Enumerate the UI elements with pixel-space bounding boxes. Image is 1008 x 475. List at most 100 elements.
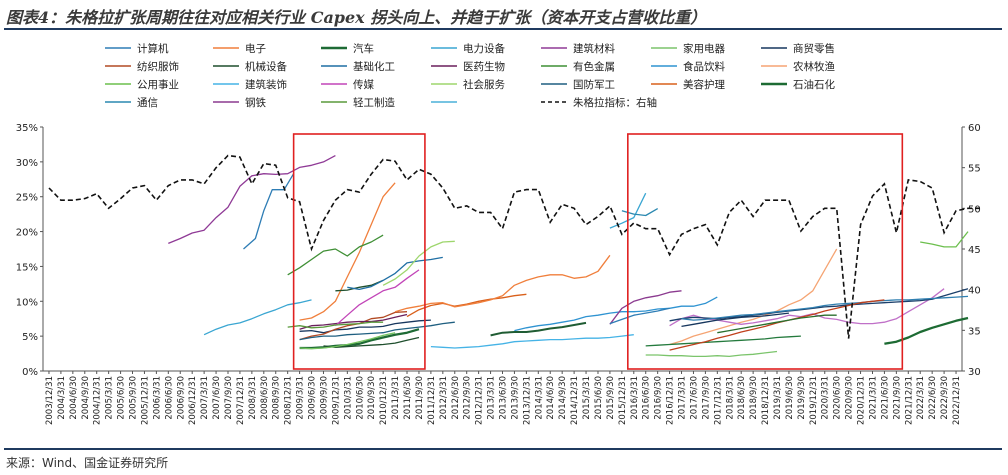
x-tick-label: 2009/12/31 — [331, 376, 341, 425]
legend-label: 电子 — [245, 42, 266, 55]
y-left-tick-label: 35% — [16, 123, 38, 134]
x-tick-label: 2017/12/31 — [713, 376, 723, 425]
series-line-24 — [287, 321, 384, 329]
x-tick-label: 2019/12/31 — [809, 376, 819, 425]
y-left-tick-label: 5% — [22, 332, 38, 343]
legend-label: 医药生物 — [463, 60, 505, 73]
x-tick-label: 2004/12/31 — [93, 376, 103, 425]
x-tick-label: 2007/12/31 — [236, 376, 246, 425]
x-tick-label: 2008/3/31 — [248, 376, 258, 420]
series-line-8 — [299, 311, 408, 341]
y-right-tick-label: 60 — [968, 123, 981, 134]
x-tick-label: 2014/12/31 — [570, 376, 580, 425]
x-tick-label: 2022/12/31 — [952, 376, 962, 425]
series-line-10 — [347, 256, 443, 291]
x-tick-label: 2022/6/30 — [928, 376, 938, 420]
series-line-16 — [430, 334, 634, 349]
legend-label: 传媒 — [353, 78, 374, 91]
x-tick-label: 2006/12/31 — [188, 376, 198, 425]
x-tick-label: 2010/6/30 — [355, 376, 365, 420]
legend-label: 建筑材料 — [573, 42, 615, 55]
x-tick-label: 2020/9/30 — [845, 376, 855, 420]
x-tick-label: 2010/3/31 — [343, 376, 353, 420]
x-tick-label: 2011/9/30 — [415, 376, 425, 420]
legend-label: 钢铁 — [245, 96, 266, 109]
y-left-tick-label: 25% — [16, 193, 38, 204]
footer-rule — [4, 448, 1002, 450]
legend-label: 社会服务 — [463, 78, 505, 91]
series-line-2 — [299, 182, 396, 321]
x-tick-label: 2021/12/31 — [904, 376, 914, 425]
x-tick-label: 2003/12/31 — [45, 376, 55, 425]
series-line-1 — [243, 173, 295, 250]
x-tick-label: 2008/6/30 — [260, 376, 270, 420]
series-line-20 — [406, 293, 527, 318]
highlight-box-1 — [292, 133, 426, 370]
x-tick-label: 2016/12/31 — [666, 376, 676, 425]
x-tick-label: 2018/6/30 — [737, 376, 747, 420]
y-left-tick-label: 15% — [16, 262, 38, 273]
x-tick-label: 2010/12/31 — [379, 376, 389, 425]
series-line-3 — [299, 328, 420, 350]
y-right-tick-label: 30 — [968, 367, 981, 378]
x-tick-label: 2020/6/30 — [833, 376, 843, 420]
series-line-5 — [168, 155, 336, 245]
x-tick-label: 2009/6/30 — [308, 376, 318, 420]
series-line-12 — [287, 234, 384, 276]
series-line-15 — [920, 231, 969, 248]
x-tick-label: 2005/12/31 — [140, 376, 150, 425]
chart-title: 图表4：朱格拉扩张周期往往对应相关行业 Capex 拐头向上、并趋于扩张（资本开… — [6, 8, 707, 27]
legend-label: 食品饮料 — [683, 60, 725, 73]
legend-label: 通信 — [137, 97, 158, 109]
y-right-tick-label: 40 — [968, 286, 981, 297]
x-tick-label: 2016/9/30 — [654, 376, 664, 420]
series-line-34 — [203, 299, 312, 336]
y-right-tick-label: 55 — [968, 164, 981, 175]
x-tick-label: 2008/12/31 — [284, 376, 294, 425]
legend-label: 建筑装饰 — [245, 78, 287, 91]
legend-label: 纺织服饰 — [137, 60, 179, 73]
y-right-tick-label: 45 — [968, 245, 981, 256]
x-tick-label: 2014/6/30 — [546, 376, 556, 420]
legend-label: 商贸零售 — [793, 42, 835, 55]
x-tick-label: 2004/9/30 — [81, 376, 91, 420]
series-line-18 — [382, 240, 455, 286]
x-tick-label: 2015/9/30 — [606, 376, 616, 420]
series-line-33 — [490, 321, 587, 337]
x-tick-label: 2018/12/31 — [761, 376, 771, 425]
series-line-13 — [514, 296, 718, 332]
series-line-7 — [299, 319, 431, 334]
legend-label: 石油石化 — [793, 78, 835, 91]
x-tick-label: 2012/6/30 — [451, 376, 461, 420]
legend-label: 轻工制造 — [353, 96, 395, 109]
x-tick-label: 2009/9/30 — [319, 376, 329, 420]
x-tick-label: 2019/3/31 — [773, 376, 783, 420]
legend-label: 美容护理 — [683, 78, 725, 91]
x-tick-label: 2017/6/30 — [689, 376, 699, 420]
x-tick-label: 2020/3/31 — [821, 376, 831, 420]
x-tick-label: 2019/6/30 — [785, 376, 795, 420]
juglar-indicator-line — [48, 154, 980, 339]
series-line-31 — [717, 314, 837, 334]
x-tick-label: 2006/6/30 — [164, 376, 174, 420]
legend-label: 农林牧渔 — [793, 60, 835, 73]
x-tick-label: 2016/6/30 — [642, 376, 652, 420]
y-right-tick-label: 35 — [968, 326, 981, 337]
y-left-tick-label: 20% — [16, 228, 38, 239]
x-tick-label: 2015/12/31 — [618, 376, 628, 425]
series-line-6 — [645, 350, 778, 358]
x-tick-label: 2007/9/30 — [224, 376, 234, 420]
series-line-11 — [299, 313, 408, 330]
series-line-28 — [681, 295, 969, 321]
x-tick-label: 2017/3/31 — [678, 376, 688, 420]
x-tick-label: 2007/3/31 — [200, 376, 210, 420]
x-tick-label: 2012/12/31 — [475, 376, 485, 425]
x-tick-label: 2007/6/30 — [212, 376, 222, 420]
y-right-tick-label: 50 — [968, 204, 981, 215]
x-tick-label: 2019/9/30 — [797, 376, 807, 420]
legend-label: 电力设备 — [463, 42, 505, 55]
series-line-29 — [645, 335, 801, 347]
x-tick-label: 2018/3/31 — [725, 376, 735, 420]
x-tick-label: 2018/9/30 — [749, 376, 759, 420]
